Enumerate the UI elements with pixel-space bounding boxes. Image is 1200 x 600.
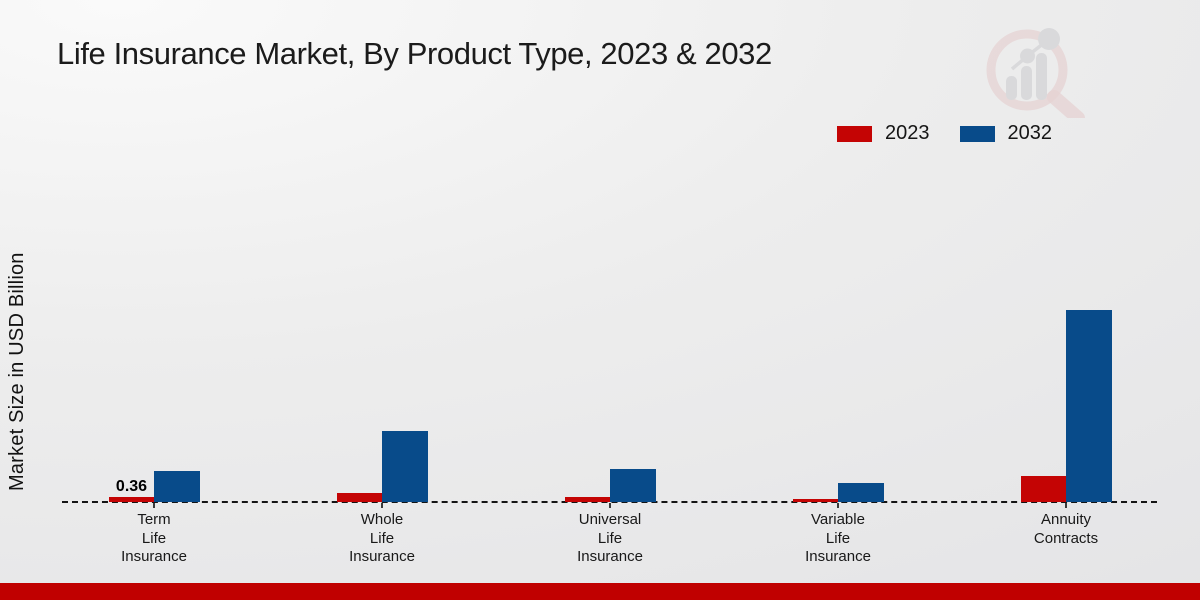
legend-swatch-2023 — [837, 125, 872, 142]
x-axis-tick — [153, 503, 155, 508]
bar-2023-whole-life-insurance — [337, 493, 382, 502]
bar-2032-universal-life-insurance — [610, 469, 656, 502]
category-label-term-life-insurance: Term Life Insurance — [121, 511, 187, 565]
legend-label-2032: 2032 — [1007, 122, 1053, 144]
bar-2023-term-life-insurance — [109, 497, 154, 502]
category-label-whole-life-insurance: Whole Life Insurance — [349, 511, 415, 565]
chart-title: Life Insurance Market, By Product Type, … — [57, 36, 772, 71]
bar-2023-annuity-contracts — [1021, 476, 1066, 502]
bar-2023-universal-life-insurance — [565, 497, 610, 502]
category-label-variable-life-insurance: Variable Life Insurance — [805, 511, 871, 565]
category-label-universal-life-insurance: Universal Life Insurance — [577, 511, 643, 565]
legend: 2023 2032 — [837, 122, 1052, 145]
y-axis-label: Market Size in USD Billion — [6, 252, 28, 492]
bar-2032-whole-life-insurance — [382, 431, 428, 502]
bar-2032-term-life-insurance — [154, 471, 200, 502]
x-axis-tick — [609, 503, 611, 508]
legend-item-2032: 2032 — [959, 122, 1053, 145]
legend-label-2023: 2023 — [885, 122, 930, 144]
x-axis-baseline — [62, 501, 1157, 503]
legend-swatch-2032 — [959, 125, 995, 142]
x-axis-tick — [381, 503, 383, 508]
x-axis-tick — [1065, 503, 1067, 508]
footer-accent-bar — [0, 583, 1200, 600]
bar-2032-annuity-contracts — [1066, 310, 1112, 502]
value-label-2023-term-life-insurance: 0.36 — [115, 478, 148, 495]
bar-2032-variable-life-insurance — [838, 483, 884, 502]
market-research-logo-watermark-icon — [986, 28, 1085, 118]
legend-item-2023: 2023 — [837, 122, 930, 145]
x-axis-tick — [837, 503, 839, 508]
bar-2023-variable-life-insurance — [793, 499, 838, 502]
category-label-annuity-contracts: Annuity Contracts — [1033, 511, 1099, 547]
